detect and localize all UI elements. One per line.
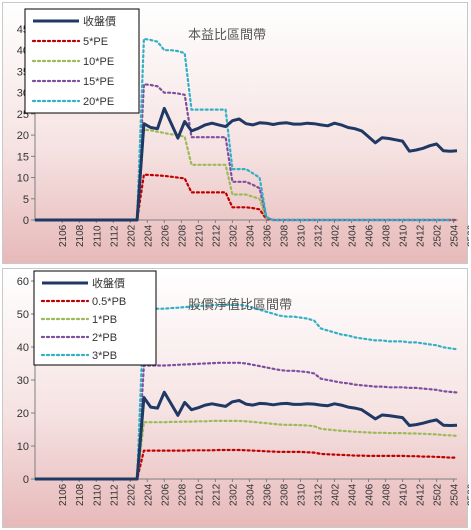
y-tick-label: 5 <box>23 194 29 206</box>
x-tick-label: 2506 <box>467 483 469 506</box>
legend-label: 收盤價 <box>92 276 125 290</box>
x-tick-label: 2306 <box>262 224 273 247</box>
x-tick-label: 2302 <box>228 483 239 506</box>
x-tick-label: 2212 <box>211 224 222 247</box>
legend-label: 3*PB <box>92 350 117 362</box>
pb-band-chart-panel: 0 10 20 30 40 50 60 2106 2108 2110 2112 2202 2204 220… <box>2 268 469 528</box>
x-tick-label: 2412 <box>416 483 427 506</box>
x-tick-label: 2202 <box>126 483 137 506</box>
x-tick-label: 2308 <box>279 224 290 247</box>
chart-title: 本益比區間帶 <box>188 27 266 42</box>
x-tick-label: 2108 <box>75 483 86 506</box>
legend-label: 0.5*PB <box>92 296 126 308</box>
x-tick-label: 2112 <box>109 484 120 506</box>
x-tick-label: 2402 <box>330 224 341 247</box>
y-tick-label: 60 <box>17 276 29 288</box>
x-tick-label: 2212 <box>211 483 222 506</box>
x-tick-label: 2310 <box>296 483 307 506</box>
x-tick-label: 2404 <box>348 224 359 247</box>
y-tick-label: 0 <box>23 474 29 486</box>
legend-label: 收盤價 <box>83 14 116 28</box>
x-tick-label: 2206 <box>160 483 171 506</box>
x-tick-label: 2406 <box>365 483 376 506</box>
x-tick-label: 2312 <box>313 224 324 247</box>
x-tick-label: 2110 <box>92 484 103 506</box>
x-tick-label: 2406 <box>365 224 376 247</box>
x-tick-label: 2210 <box>194 483 205 506</box>
x-tick-label: 2208 <box>177 224 188 247</box>
x-tick-label: 2204 <box>143 224 154 247</box>
x-tick-label: 2412 <box>416 224 427 247</box>
legend-label: 5*PE <box>83 36 108 48</box>
y-tick-label: 50 <box>17 309 29 321</box>
y-tick-label: 10 <box>17 173 29 185</box>
legend-label: 15*PE <box>83 76 114 88</box>
x-tick-label: 2108 <box>75 224 86 247</box>
pb-band-chart: 0 10 20 30 40 50 60 2106 2108 2110 2112 2202 2204 220… <box>17 270 469 506</box>
pe-band-chart-panel: 0 5 10 15 20 25 30 35 40 45 2106 2108 2110 2112 2202 22… <box>2 2 469 264</box>
x-tick-label: 2206 <box>160 224 171 247</box>
x-tick-label: 2110 <box>92 225 103 247</box>
x-tick-label: 2208 <box>177 483 188 506</box>
x-tick-label: 2408 <box>382 483 393 506</box>
series-line-pb-2 <box>33 419 459 481</box>
x-tick-label: 2502 <box>433 483 444 506</box>
series-line-pe-0 <box>35 106 458 222</box>
x-tick-label: 2502 <box>433 224 444 247</box>
x-tick-label: 2410 <box>399 483 410 506</box>
x-tick-label: 2308 <box>279 483 290 506</box>
x-tick-label: 2306 <box>262 483 273 506</box>
x-tick-label: 2402 <box>330 483 341 506</box>
x-tick-label: 2408 <box>382 224 393 247</box>
chart-title: 股價淨值比區間帶 <box>188 297 292 312</box>
y-tick-label: 15 <box>17 151 29 163</box>
legend-label: 2*PB <box>92 332 117 344</box>
x-tick-label: 2506 <box>467 224 469 247</box>
x-tick-label: 2304 <box>245 224 256 247</box>
x-tick-label: 2112 <box>109 225 120 247</box>
y-tick-label: 30 <box>17 375 29 387</box>
x-tick-label: 2210 <box>194 224 205 247</box>
x-tick-label: 2106 <box>58 224 69 247</box>
x-tick-label: 2302 <box>228 224 239 247</box>
y-tick-label: 20 <box>17 408 29 420</box>
y-tick-label: 40 <box>17 342 29 354</box>
series-line-pe-2 <box>33 128 459 222</box>
legend-label: 10*PE <box>83 56 114 68</box>
series-line-pb-1 <box>33 448 459 481</box>
y-tick-label: 10 <box>17 441 29 453</box>
x-tick-label: 2410 <box>399 224 410 247</box>
x-tick-label: 2310 <box>296 224 307 247</box>
x-tick-label: 2202 <box>126 224 137 247</box>
legend-label: 20*PE <box>83 96 114 108</box>
legend-label: 1*PB <box>92 314 117 326</box>
x-tick-label: 2504 <box>450 483 461 506</box>
x-tick-label: 2106 <box>58 483 69 506</box>
y-tick-label: 20 <box>17 130 29 142</box>
x-tick-label: 2504 <box>450 224 461 247</box>
x-tick-label: 2204 <box>143 483 154 506</box>
y-tick-label: 0 <box>23 215 29 227</box>
series-line-pb-0 <box>35 390 458 481</box>
x-tick-label: 2304 <box>245 483 256 506</box>
x-tick-label: 2404 <box>348 483 359 506</box>
x-tick-label: 2312 <box>313 483 324 506</box>
